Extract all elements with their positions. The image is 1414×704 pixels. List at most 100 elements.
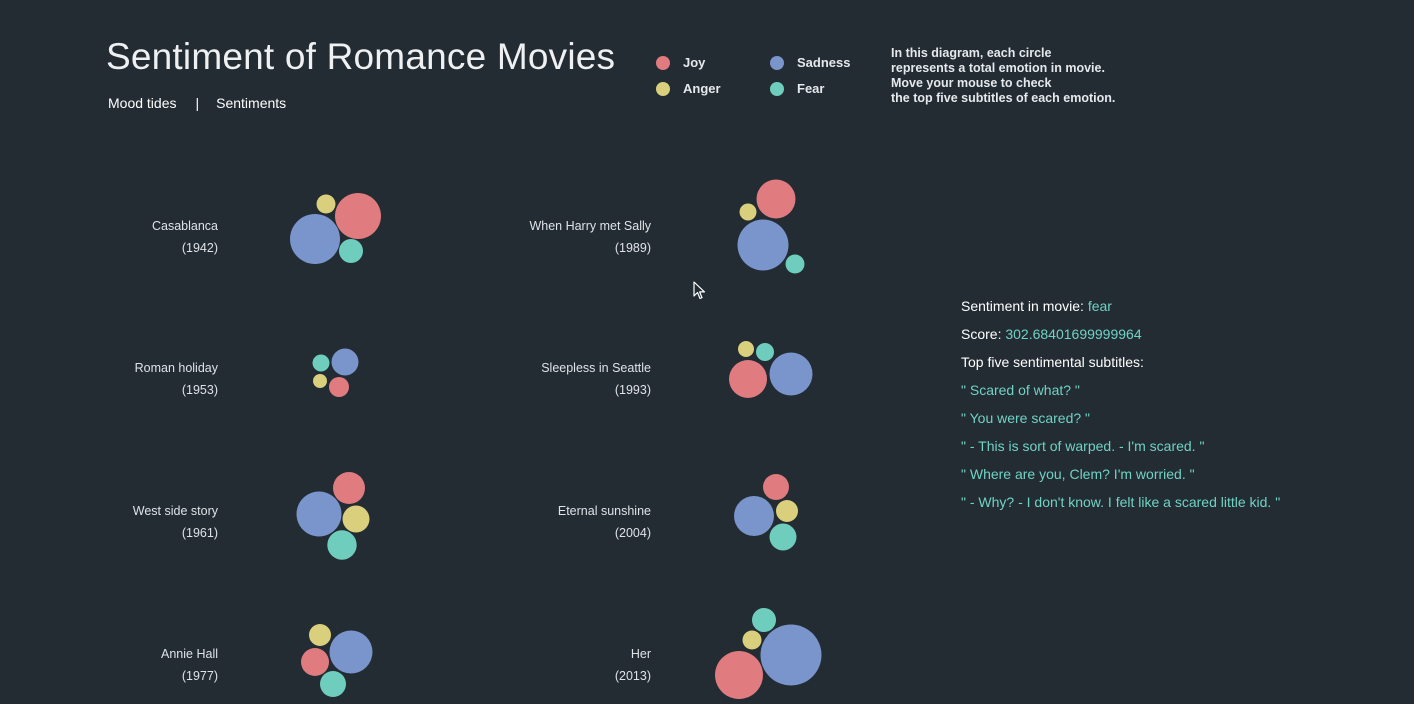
legend-item-anger: Anger: [656, 81, 721, 96]
page-title: Sentiment of Romance Movies: [106, 36, 616, 77]
bubble-cluster-roman-holiday: [312, 348, 359, 397]
movie-title: Roman holiday: [134, 361, 218, 375]
score-label: Score:: [961, 326, 1006, 342]
legend-fear-label: Fear: [797, 81, 825, 96]
bubble-joy[interactable]: [763, 474, 789, 500]
bubble-joy[interactable]: [301, 648, 329, 676]
movie-label-eternal-sunshine: Eternal sunshine (2004): [558, 500, 651, 544]
legend-anger-swatch: [656, 81, 670, 96]
bubble-joy[interactable]: [729, 360, 767, 398]
movie-year: (1942): [181, 241, 218, 255]
nav-sentiments-link[interactable]: Sentiments: [216, 95, 287, 111]
bubble-fear[interactable]: [752, 608, 776, 632]
note-line: Move your mouse to check: [891, 76, 1052, 90]
movie-label-when-harry-met-sally: When Harry met Sally (1989): [529, 215, 651, 259]
movie-title: Her: [630, 647, 651, 661]
bubble-sadness[interactable]: [290, 214, 340, 264]
bubble-sadness[interactable]: [296, 491, 342, 537]
bubble-joy[interactable]: [756, 179, 796, 219]
movie-label-her: Her (2013): [615, 643, 651, 687]
movie-title: Sleepless in Seattle: [541, 361, 651, 375]
sentiment-value: fear: [1087, 298, 1112, 314]
movie-year: (1989): [614, 241, 651, 255]
nav-separator: |: [195, 95, 200, 111]
legend-sadness-label: Sadness: [797, 55, 851, 70]
bubble-anger[interactable]: [776, 500, 798, 522]
bubble-fear[interactable]: [785, 254, 805, 274]
bubble-cluster-eternal-sunshine: [734, 474, 798, 551]
bubble-cluster-west-side-story: [296, 472, 370, 560]
bubble-sadness[interactable]: [329, 630, 373, 674]
movie-title: When Harry met Sally: [529, 219, 651, 233]
bubble-anger[interactable]: [316, 194, 336, 214]
note-line: In this diagram, each circle: [891, 46, 1052, 60]
bubble-fear[interactable]: [756, 343, 774, 361]
diagram-note: In this diagram, each circle represents …: [891, 46, 1151, 106]
bubble-anger[interactable]: [309, 624, 331, 646]
bubble-joy[interactable]: [715, 651, 763, 699]
sentiment-label: Sentiment in movie:: [961, 298, 1088, 314]
legend-joy-label: Joy: [683, 55, 706, 70]
movie-year: (1961): [181, 526, 218, 540]
nav-mood-tides-link[interactable]: Mood tides: [108, 95, 177, 111]
legend-anger-label: Anger: [683, 81, 721, 96]
bubble-sadness[interactable]: [331, 348, 359, 376]
movie-title: West side story: [132, 504, 218, 518]
bubble-fear[interactable]: [312, 354, 330, 372]
bubble-cluster-her: [715, 608, 822, 699]
movie-year: (1993): [614, 383, 651, 397]
legend-sadness-swatch: [770, 55, 784, 70]
bubble-joy[interactable]: [329, 377, 349, 397]
legend-item-joy: Joy: [656, 55, 705, 70]
legend-fear-swatch: [770, 81, 784, 96]
movie-year: (2013): [614, 669, 651, 683]
bubble-fear[interactable]: [339, 239, 363, 263]
bubble-anger[interactable]: [313, 374, 327, 388]
bubble-sadness[interactable]: [769, 352, 813, 396]
sentiment-row: Sentiment in movie: fear: [961, 297, 1280, 325]
movie-label-annie-hall: Annie Hall (1977): [161, 643, 218, 687]
subtitle-item: " - Why? - I don't know. I felt like a s…: [961, 494, 1281, 510]
bubble-sadness[interactable]: [734, 496, 774, 536]
sentiment-info-panel: Sentiment in movie: fear Score: 302.6840…: [961, 297, 1280, 521]
bubble-cluster-when-harry-met-sally: [737, 179, 805, 274]
movie-year: (1953): [181, 383, 218, 397]
note-line: represents a total emotion in movie.: [891, 61, 1105, 75]
bubble-cluster-annie-hall: [301, 624, 373, 697]
movie-label-sleepless-in-seattle: Sleepless in Seattle (1993): [541, 357, 651, 401]
movie-label-roman-holiday: Roman holiday (1953): [135, 357, 218, 401]
bubble-cluster-casablanca: [290, 193, 381, 264]
movie-year: (1977): [181, 669, 218, 683]
bubble-fear[interactable]: [320, 671, 346, 697]
bubble-anger[interactable]: [342, 505, 370, 533]
movie-label-casablanca: Casablanca (1942): [152, 215, 218, 259]
note-line: the top five subtitles of each emotion.: [891, 91, 1116, 105]
movie-title: Annie Hall: [161, 647, 218, 661]
bubble-fear[interactable]: [327, 530, 357, 560]
bubble-anger[interactable]: [738, 341, 754, 357]
subtitle-item: " - This is sort of warped. - I'm scared…: [961, 438, 1205, 454]
movie-title: Casablanca: [151, 219, 218, 233]
bubble-anger[interactable]: [742, 630, 762, 650]
score-value: 302.68401699999964: [1005, 326, 1142, 342]
subtitle-item: " Scared of what? ": [961, 382, 1080, 398]
nav-bar: Mood tides | Sentiments: [108, 95, 286, 111]
score-row: Score: 302.68401699999964: [961, 325, 1280, 353]
legend-joy-swatch: [656, 55, 670, 70]
bubble-sadness[interactable]: [737, 219, 789, 271]
bubble-cluster-sleepless-in-seattle: [729, 341, 813, 398]
movie-year: (2004): [614, 526, 651, 540]
movie-label-west-side-story: West side story (1961): [133, 500, 218, 544]
mouse-cursor-icon: [693, 281, 706, 300]
bubble-sadness[interactable]: [760, 624, 822, 686]
bubble-joy[interactable]: [333, 472, 365, 504]
legend-item-sadness: Sadness: [770, 55, 850, 70]
bubble-fear[interactable]: [769, 523, 797, 551]
subtitle-item: " You were scared? ": [961, 410, 1091, 426]
subtitles-heading: Top five sentimental subtitles:: [961, 354, 1144, 370]
bubble-anger[interactable]: [739, 203, 757, 221]
movie-title: Eternal sunshine: [557, 504, 651, 518]
bubble-joy[interactable]: [335, 193, 381, 239]
